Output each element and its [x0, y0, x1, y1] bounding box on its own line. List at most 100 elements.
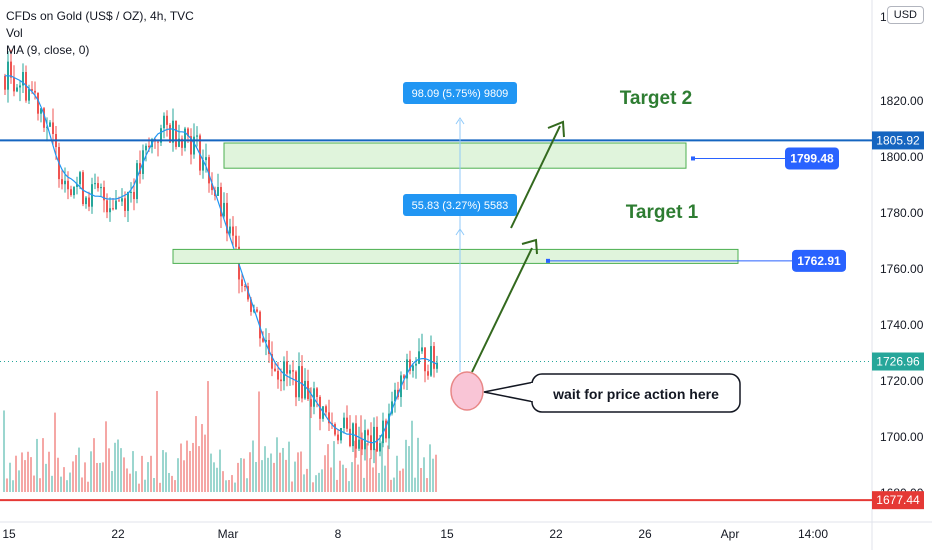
- volume-bar: [276, 437, 278, 492]
- candle-body: [277, 370, 279, 380]
- candle-body: [34, 90, 36, 93]
- volume-bar: [27, 451, 29, 492]
- candle-body: [433, 346, 435, 369]
- volume-bar: [54, 412, 56, 492]
- measure-top-box: [403, 82, 517, 104]
- volume-bar: [282, 447, 284, 492]
- candle-body: [187, 128, 189, 137]
- x-tick-label: 15: [2, 527, 16, 541]
- candle-body: [97, 183, 99, 189]
- volume-bar: [42, 438, 44, 492]
- support-price-tag[interactable]: [872, 491, 924, 510]
- volume-bar: [45, 463, 47, 492]
- candle-body: [232, 226, 234, 236]
- candle-body: [82, 172, 84, 205]
- volume-indicator-label[interactable]: Vol: [6, 26, 23, 40]
- candle-body: [145, 145, 147, 151]
- x-tick-label: 22: [111, 527, 125, 541]
- ma-indicator-label[interactable]: MA (9, close, 0): [6, 43, 90, 57]
- volume-bar: [366, 443, 368, 492]
- volume-bar: [213, 462, 215, 492]
- volume-bar: [33, 475, 35, 492]
- y-tick-label: 1780.00: [880, 206, 924, 220]
- volume-bar: [309, 387, 311, 492]
- volume-bar: [423, 457, 425, 492]
- volume-bar: [336, 479, 338, 492]
- volume-bar: [135, 471, 137, 492]
- volume-bar: [291, 481, 293, 492]
- candle-body: [265, 340, 267, 342]
- volume-bar: [240, 458, 242, 492]
- currency-button[interactable]: USD: [886, 6, 924, 24]
- volume-bar: [219, 449, 221, 492]
- measure-top-label: 98.09 (5.75%) 9809: [412, 88, 509, 100]
- volume-bar: [231, 475, 233, 492]
- volume-bar: [129, 473, 131, 492]
- target1-label: Target 1: [626, 202, 699, 223]
- current-price-tag[interactable]: [872, 352, 924, 371]
- volume-bar: [198, 446, 200, 492]
- target1-price-tag[interactable]: [792, 249, 846, 272]
- volume-bar: [348, 481, 350, 492]
- candle-body: [202, 160, 204, 171]
- candle-body: [391, 401, 393, 414]
- target2-anchor: [691, 156, 695, 161]
- candle-body: [148, 145, 150, 148]
- y-tick-label: 1700.00: [880, 430, 924, 444]
- candle-body: [178, 138, 180, 147]
- candle-body: [373, 426, 375, 451]
- volume-bar: [288, 441, 290, 492]
- candle-body: [73, 186, 75, 196]
- volume-bar: [24, 460, 26, 492]
- candle-body: [133, 191, 135, 200]
- target1-zone[interactable]: [172, 248, 739, 264]
- target2-price-tag[interactable]: [785, 147, 839, 170]
- candle-body: [112, 208, 114, 210]
- volume-bar: [96, 462, 98, 492]
- candle-body: [424, 347, 426, 372]
- chart-legend: CFDs on Gold (US$ / OZ), 4h, TVC Vol MA …: [6, 8, 194, 59]
- volume-bar: [381, 441, 383, 492]
- target2-label: Target 2: [620, 88, 693, 109]
- arrow-to-target1-head: [521, 238, 538, 255]
- candle-body: [19, 85, 21, 88]
- callout-pointer: [483, 381, 535, 403]
- volume-bar: [30, 457, 32, 492]
- candle-body: [46, 126, 48, 128]
- chart-title[interactable]: CFDs on Gold (US$ / OZ), 4h, TVC: [6, 9, 194, 23]
- volume-bar: [180, 443, 182, 492]
- candle-body: [88, 197, 90, 207]
- candle-body: [22, 72, 24, 86]
- candle-body: [274, 368, 276, 371]
- volume-bar: [216, 467, 218, 492]
- candle-body: [316, 388, 318, 397]
- volume-bar: [171, 475, 173, 492]
- volume-bar: [105, 421, 107, 492]
- volume-bar: [300, 451, 302, 492]
- current-price-label: 1726.96: [876, 355, 920, 369]
- x-tick-label: 26: [638, 527, 652, 541]
- target1-price-label: 1762.91: [797, 254, 841, 268]
- resistance-price-tag[interactable]: [872, 131, 924, 150]
- volume-bar: [75, 455, 77, 492]
- volume-bar: [363, 477, 365, 492]
- candle-body: [295, 371, 297, 398]
- volume-bar: [390, 479, 392, 492]
- x-tick-label: 14:00: [798, 527, 828, 541]
- volume-bar: [192, 442, 194, 492]
- target2-zone[interactable]: [223, 142, 687, 169]
- volume-bar: [255, 461, 257, 492]
- volume-bar: [138, 483, 140, 492]
- candle-body: [172, 120, 174, 143]
- candle-body: [4, 75, 6, 90]
- volume-bar: [321, 469, 323, 492]
- volume-bar: [420, 467, 422, 492]
- candle-body: [94, 183, 96, 185]
- volume-bar: [417, 437, 419, 492]
- candle-body: [406, 359, 408, 379]
- candle-body: [376, 426, 378, 452]
- volume-bar: [183, 460, 185, 492]
- support-price-label: 1677.44: [876, 493, 920, 507]
- price-action-marker[interactable]: [450, 371, 484, 411]
